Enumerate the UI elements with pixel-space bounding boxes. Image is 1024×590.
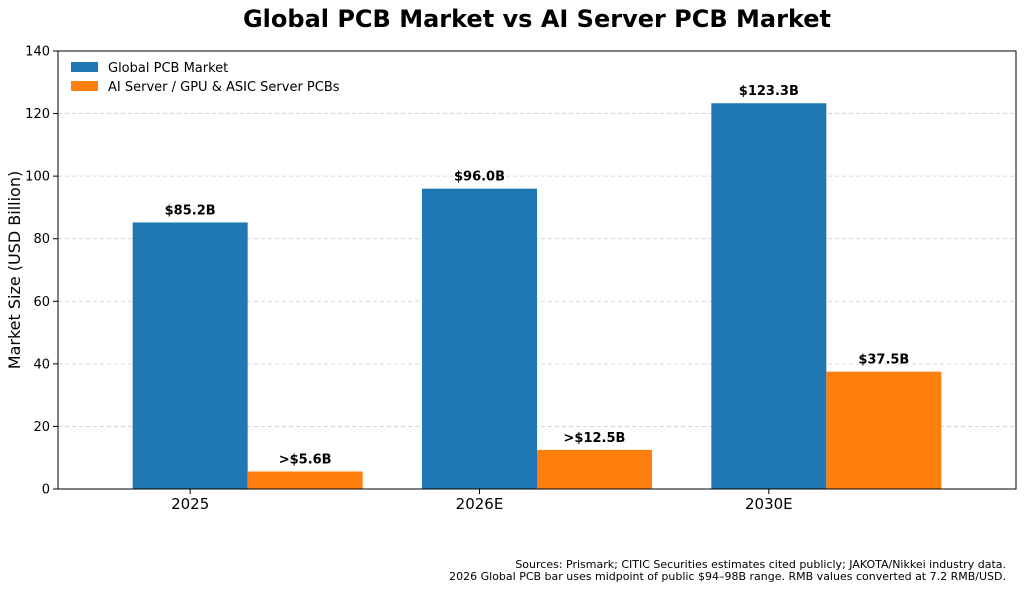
chart-title: Global PCB Market vs AI Server PCB Marke… [243, 5, 831, 33]
y-axis-label: Market Size (USD Billion) [5, 171, 24, 369]
data-label: $37.5B [858, 353, 909, 368]
legend: Global PCB Market AI Server / GPU & ASIC … [71, 61, 340, 95]
plot-frame [57, 50, 1017, 490]
x-axis-ticks: 2025 2026E 2030E [171, 489, 793, 513]
bar [422, 188, 537, 489]
y-tick-label: 80 [33, 232, 50, 247]
data-label: >$12.5B [564, 431, 626, 446]
x-tick-label: 2030E [745, 495, 793, 513]
bars [132, 103, 942, 490]
data-label: $85.2B [165, 203, 216, 218]
bar [537, 449, 652, 489]
y-tick-label: 100 [25, 170, 50, 185]
data-labels: $85.2B >$5.6B $96.0B >$12.5B $123.3B $37.5B [165, 84, 910, 467]
data-label: $123.3B [739, 84, 799, 99]
y-tick-label: 0 [42, 483, 50, 498]
legend-swatch [71, 81, 98, 91]
x-tick-label: 2026E [456, 495, 504, 513]
method-note: 2026 Global PCB bar uses midpoint of pub… [449, 570, 1006, 583]
x-tick-label: 2025 [171, 495, 209, 513]
bar [132, 222, 248, 489]
legend-label: Global PCB Market [108, 61, 228, 76]
y-axis-ticks: 0 20 40 60 80 100 120 140 [25, 45, 58, 498]
bar [826, 371, 942, 489]
y-tick-label: 140 [25, 45, 50, 60]
y-tick-label: 60 [33, 295, 50, 310]
bar [711, 103, 827, 490]
data-label: >$5.6B [279, 452, 332, 467]
data-label: $96.0B [454, 170, 505, 185]
legend-swatch [71, 62, 98, 72]
source-note: Sources: Prismark; CITIC Securities esti… [515, 558, 1006, 571]
y-tick-label: 120 [25, 107, 50, 122]
bar [247, 471, 363, 489]
legend-label: AI Server / GPU & ASIC Server PCBs [108, 80, 340, 95]
y-tick-label: 40 [33, 357, 50, 372]
y-tick-label: 20 [33, 420, 50, 435]
